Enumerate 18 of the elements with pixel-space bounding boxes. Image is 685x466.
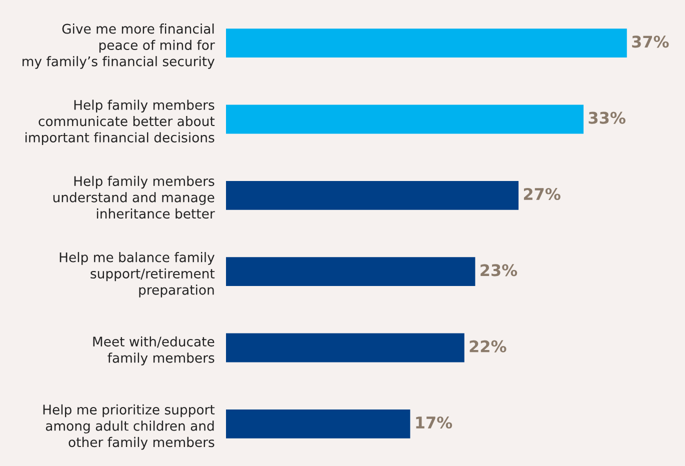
y-tick-label: Help family members understand and manage inheritance better [53,176,215,219]
y-tick-label: Meet with/educate family members [93,336,214,366]
y-tick-label: Give me more financial peace of mind for my family’s financial security [22,24,215,69]
data-label: 37% [632,36,669,48]
bar [226,104,584,134]
y-tick-label: Help family members communicate better about important financial decisions [26,100,215,146]
y-tick-label: Help me prioritize support among adult children and other family members [43,404,215,450]
data-label: 22% [470,340,506,352]
data-label: 23% [480,264,518,276]
y-tick-label: Help me balance family support/retirement preparation [60,252,215,298]
data-label: 33% [588,112,626,124]
bar [226,28,627,58]
data-label: 17% [416,416,452,429]
bar [226,180,519,210]
bar [226,409,410,438]
data-label: 27% [524,188,560,200]
bar [226,333,464,362]
bar [226,257,476,286]
